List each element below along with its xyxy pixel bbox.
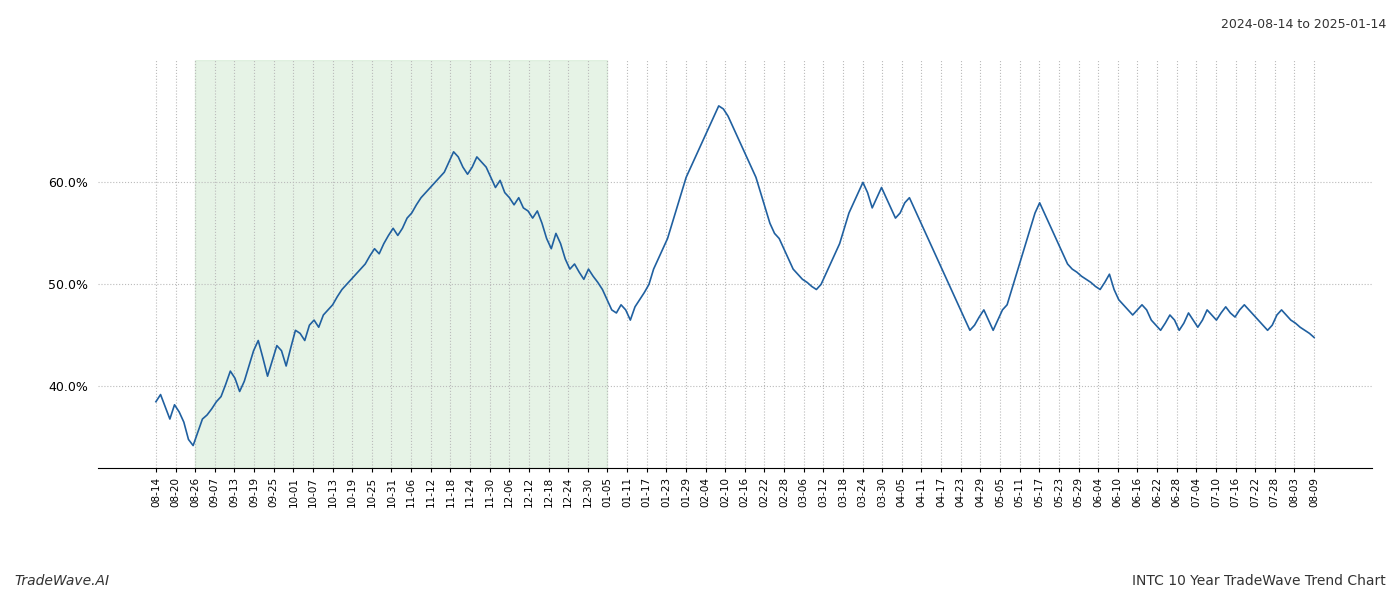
Text: 2024-08-14 to 2025-01-14: 2024-08-14 to 2025-01-14 (1221, 18, 1386, 31)
Bar (195, 60, 608, 468)
Text: INTC 10 Year TradeWave Trend Chart: INTC 10 Year TradeWave Trend Chart (1133, 574, 1386, 588)
Text: TradeWave.AI: TradeWave.AI (14, 574, 109, 588)
